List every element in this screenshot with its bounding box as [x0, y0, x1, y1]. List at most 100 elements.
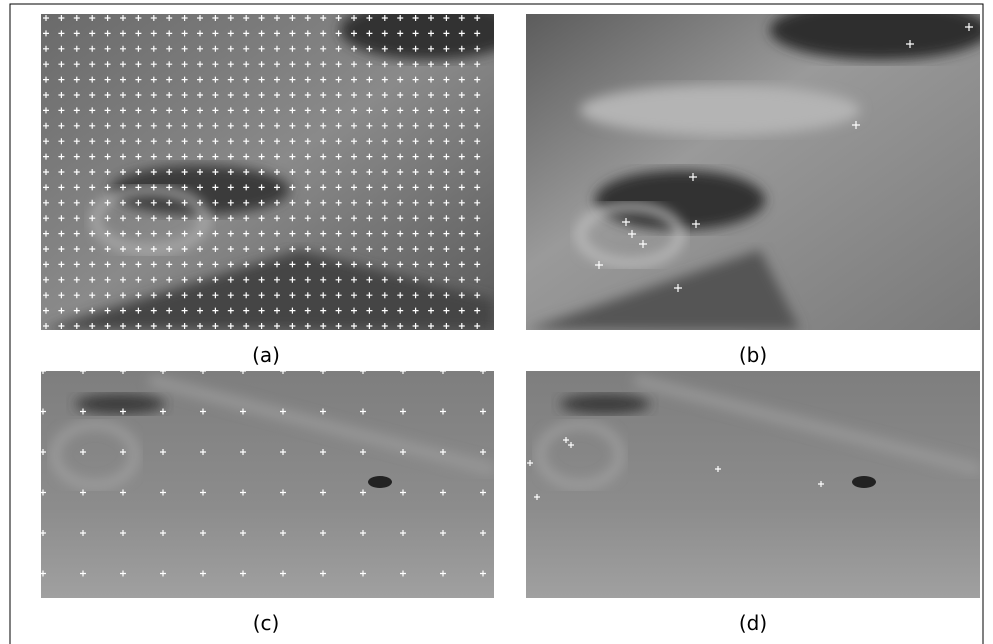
cross: [135, 169, 142, 175]
cross: [43, 246, 49, 252]
cross: [692, 220, 700, 228]
cross: [360, 530, 366, 536]
cross: [243, 184, 250, 191]
cross: [73, 107, 80, 114]
cross: [320, 122, 327, 129]
cross: [227, 323, 234, 329]
cross: [289, 61, 296, 68]
cross: [43, 107, 49, 114]
cross: [243, 76, 250, 83]
cross: [258, 184, 265, 191]
cross: [150, 15, 157, 21]
cross: [443, 61, 450, 68]
cross: [212, 184, 219, 191]
cross: [674, 284, 682, 292]
cross: [320, 215, 327, 222]
cross: [104, 169, 111, 175]
cross: [351, 153, 357, 160]
cross: [474, 292, 481, 299]
cross: [320, 199, 327, 206]
cross: [150, 323, 157, 329]
cross: [474, 323, 481, 329]
cross: [335, 30, 342, 37]
cross: [73, 153, 80, 160]
cross: [400, 408, 406, 415]
cross: [181, 246, 188, 252]
cross: [458, 61, 465, 68]
cross: [166, 122, 173, 129]
cross: [104, 61, 111, 68]
cross: [104, 138, 111, 145]
cross: [320, 276, 327, 283]
cross: [73, 184, 80, 191]
cross: [120, 107, 126, 114]
cross: [200, 408, 206, 415]
cross: [381, 107, 388, 114]
cross: [320, 292, 327, 299]
cross: [274, 261, 280, 268]
cross: [458, 246, 465, 252]
cross: [73, 30, 80, 37]
cross: [320, 449, 326, 455]
cross: [412, 15, 419, 21]
cross: [120, 408, 126, 415]
cross: [160, 408, 166, 415]
cross: [43, 292, 49, 299]
cross: [274, 184, 280, 191]
cross: [304, 169, 311, 175]
cross: [197, 276, 203, 283]
cross: [366, 215, 373, 222]
cross: [397, 153, 404, 160]
cross: [197, 30, 203, 37]
cross: [58, 323, 65, 329]
cross: [197, 61, 203, 68]
cross: [480, 530, 486, 536]
cross: [197, 138, 203, 145]
cross: [212, 138, 219, 145]
cross: [73, 199, 80, 206]
cross: [381, 138, 388, 145]
cross: [443, 76, 450, 83]
cross: [73, 292, 80, 299]
cross: [320, 184, 327, 191]
cross: [181, 230, 188, 237]
cross: [166, 138, 173, 145]
cross: [397, 30, 404, 37]
cross: [89, 122, 96, 129]
cross: [304, 307, 311, 314]
cross: [135, 199, 142, 206]
cross: [227, 215, 234, 222]
cross: [135, 122, 142, 129]
cross: [320, 323, 327, 329]
cross: [443, 107, 450, 114]
cross: [289, 261, 296, 268]
cross: [351, 76, 357, 83]
cross: [474, 76, 481, 83]
cross: [280, 489, 286, 496]
cross: [622, 218, 630, 226]
cross: [412, 138, 419, 145]
cross: [304, 92, 311, 98]
cross: [243, 276, 250, 283]
cross: [166, 230, 173, 237]
cross: [289, 169, 296, 175]
cross: [181, 169, 188, 175]
cross: [274, 292, 280, 299]
cross: [166, 261, 173, 268]
cross: [104, 122, 111, 129]
cross: [351, 292, 357, 299]
cross: [160, 570, 166, 577]
cross: [181, 184, 188, 191]
cross: [965, 23, 973, 31]
cross: [458, 184, 465, 191]
cross: [412, 307, 419, 314]
cross: [243, 230, 250, 237]
cross: [351, 92, 357, 98]
cross: [304, 61, 311, 68]
cross: [381, 323, 388, 329]
cross: [320, 246, 327, 252]
cross: [428, 230, 434, 237]
cross: [135, 153, 142, 160]
cross: [458, 92, 465, 98]
cross: [289, 292, 296, 299]
